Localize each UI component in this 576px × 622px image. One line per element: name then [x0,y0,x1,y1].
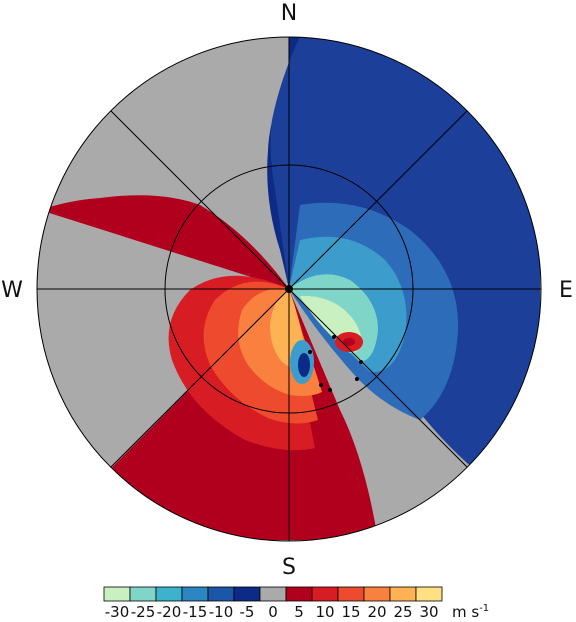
colorbar-tick-label: -30 [105,603,130,621]
colorbar-tick-label: 0 [268,603,278,621]
radar-center-marker [285,285,293,293]
compass-south: S [282,555,296,580]
marker-dot [359,360,363,364]
colorbar-tick-label: 20 [367,603,386,621]
compass-east: E [559,278,573,303]
colorbar-swatch [389,586,417,602]
colorbar-swatch [129,586,157,602]
colorbar-tick-label: 15 [341,603,360,621]
compass-west: W [1,278,23,303]
colorbar-swatch [233,586,261,602]
colorbar-swatch [337,586,365,602]
couplet-outbound-core [343,338,355,346]
colorbar-tick-label: 25 [393,603,412,621]
marker-dot [332,335,336,339]
colorbar-tick-label: -25 [131,603,156,621]
receding-region [40,195,378,540]
colorbar-swatch [363,586,391,602]
colorbar-tick-label: -20 [157,603,182,621]
couplet-inbound-core [298,353,310,377]
colorbar-swatch [415,586,443,602]
colorbar-tick-label: 10 [315,603,334,621]
colorbar-tick-label: -5 [240,603,255,621]
colorbar-units: m s-1 [452,603,489,621]
compass-north: N [281,1,297,26]
couplet-markers [308,335,363,392]
colorbar-tick-label: -15 [183,603,208,621]
colorbar-tick-label: 30 [419,603,438,621]
colorbar-swatch [259,586,287,602]
marker-dot [328,388,332,392]
marker-dot [308,350,312,354]
colorbar-tick-label: 5 [294,603,304,621]
marker-dot [319,383,323,387]
colorbar-swatch [155,586,183,602]
colorbar-swatch [103,586,131,602]
colorbar-swatch [285,586,313,602]
colorbar-units-exponent: -1 [479,603,489,614]
colorbar-swatch [181,586,209,602]
colorbar-swatch [207,586,235,602]
colorbar: -30 -25 -20 -15 -10 -5 0 5 10 15 20 25 30 m s-1 [103,586,489,621]
colorbar-swatch [311,586,339,602]
colorbar-tick-label: -10 [209,603,234,621]
marker-dot [355,377,359,381]
